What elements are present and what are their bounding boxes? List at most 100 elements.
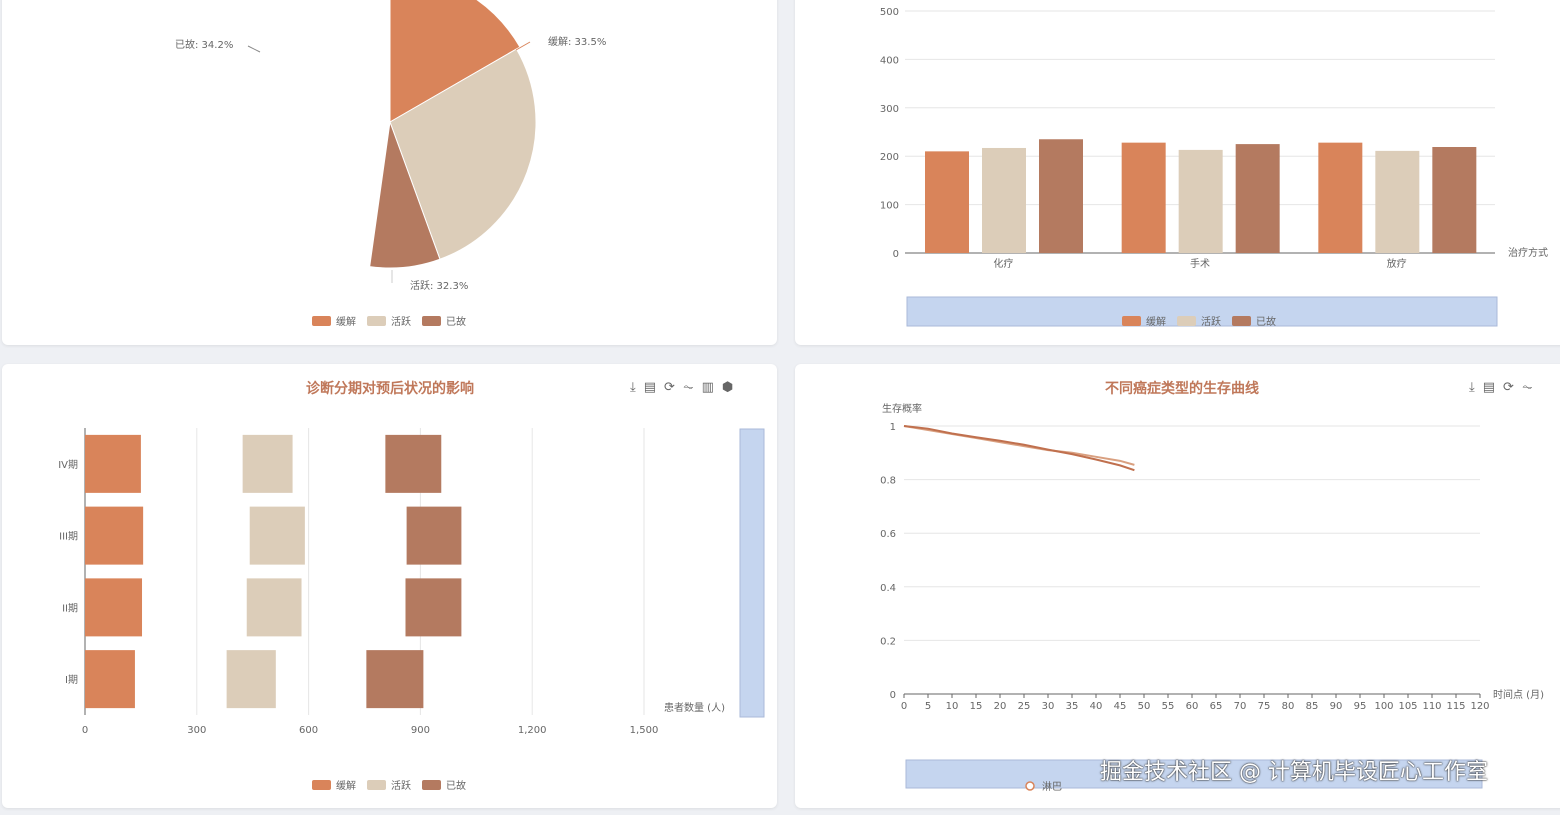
pie-label: 缓解: 33.5% (548, 35, 606, 48)
bar (925, 151, 969, 253)
legend-swatch (1232, 316, 1251, 326)
legend-swatch (312, 780, 331, 790)
x-tick-label: 55 (1162, 701, 1175, 712)
x-axis-name: 患者数量 (人) (664, 701, 725, 714)
legend-item-2[interactable]: 已故 (422, 315, 466, 328)
x-tick-label: 1,500 (630, 725, 659, 736)
legend-swatch (1122, 316, 1141, 326)
label-line (247, 45, 261, 53)
bar (1121, 142, 1166, 253)
line-chart-icon[interactable]: ⏦ (682, 380, 694, 395)
x-tick-label: 900 (411, 725, 430, 736)
legend-swatch (367, 780, 386, 790)
legend-label: 缓解 (336, 315, 356, 328)
legend-label: 活跃 (1201, 316, 1221, 328)
bar (1318, 142, 1363, 253)
bar (1375, 150, 1420, 253)
data-view-icon[interactable]: ▤ (643, 380, 657, 395)
bar (385, 434, 442, 493)
legend-label: 已故 (1256, 315, 1276, 328)
y-tick-label: II期 (62, 602, 78, 614)
bar-chart-icon[interactable]: ▥ (701, 380, 714, 395)
bar (85, 650, 135, 709)
x-axis-name: 治疗方式 (1508, 246, 1548, 259)
bar (1432, 147, 1477, 253)
pie-slice-1 (389, 48, 537, 260)
bar (1178, 149, 1223, 253)
x-tick-label: 10 (946, 701, 959, 712)
x-tick-label: 85 (1306, 701, 1319, 712)
stage-bar-card: 诊断分期对预后状况的影响 0 300 600 900 1,200 1,500 I期 II期 III… (2, 364, 777, 808)
x-tick-label: 110 (1422, 701, 1441, 712)
refresh-icon[interactable]: ⟳ (1503, 380, 1514, 395)
stack-icon[interactable]: ⬢ (721, 380, 734, 395)
bar (406, 506, 462, 565)
y-tick-label: 0.6 (880, 529, 896, 540)
chart-title: 不同癌症类型的生存曲线 (1105, 380, 1259, 397)
label-line (515, 41, 531, 51)
legend-item-0[interactable]: 缓解 (312, 779, 356, 792)
datazoom-slider[interactable] (906, 296, 1498, 327)
bar (85, 578, 143, 637)
x-tick-label: 65 (1210, 701, 1223, 712)
x-tick-label: 80 (1282, 701, 1295, 712)
y-tick-label: 200 (880, 152, 899, 163)
x-tick-label: 1,200 (518, 725, 547, 736)
x-tick-label: 75 (1258, 701, 1271, 712)
watermark: 掘金技术社区 @ 计算机毕设匠心工作室 (1100, 760, 1488, 785)
legend-item-2[interactable]: 已故 (1232, 315, 1276, 328)
x-tick-label: 15 (970, 701, 983, 712)
legend-swatch (367, 316, 386, 326)
x-tick-label: 35 (1066, 701, 1079, 712)
y-axis-name: 生存概率 (882, 402, 922, 415)
x-tick-label: 90 (1330, 701, 1343, 712)
datazoom-slider[interactable] (905, 759, 1483, 789)
line-chart-icon[interactable]: ⏦ (1521, 380, 1533, 395)
bar (249, 506, 305, 565)
x-tick-label: 放疗 (1387, 257, 1407, 270)
x-tick-label: 30 (1042, 701, 1055, 712)
download-icon[interactable]: ⤓ (1469, 380, 1475, 395)
x-tick-label: 100 (1374, 701, 1393, 712)
y-tick-label: 400 (880, 55, 899, 66)
x-tick-label: 5 (925, 701, 931, 712)
bar (405, 578, 462, 637)
legend-item-0[interactable]: 缓解 (312, 315, 356, 328)
y-tick-label: 300 (880, 104, 899, 115)
data-view-icon[interactable]: ▤ (1482, 380, 1496, 395)
x-tick-label: 45 (1114, 701, 1127, 712)
datazoom-slider[interactable] (739, 428, 765, 718)
y-tick-label: 1 (890, 422, 896, 433)
legend-item-1[interactable]: 活跃 (367, 316, 411, 328)
x-tick-label: 600 (299, 725, 318, 736)
download-icon[interactable]: ⤓ (630, 380, 636, 395)
x-tick-label: 0 (82, 725, 88, 736)
legend-label: 淋巴 (1042, 780, 1062, 793)
y-tick-label: 100 (880, 201, 899, 212)
x-tick-label: 50 (1138, 701, 1151, 712)
legend-item-2[interactable]: 已故 (422, 779, 466, 792)
y-tick-label: III期 (59, 531, 78, 543)
legend-item-1[interactable]: 活跃 (367, 780, 411, 792)
legend-item-1[interactable]: 活跃 (1177, 316, 1221, 328)
bar (366, 650, 424, 709)
x-tick-label: 20 (994, 701, 1007, 712)
x-tick-label: 120 (1470, 701, 1489, 712)
x-tick-label: 25 (1018, 701, 1031, 712)
y-tick-label: I期 (65, 674, 78, 686)
legend-item-0[interactable]: 缓解 (1122, 315, 1166, 328)
x-tick-label: 60 (1186, 701, 1199, 712)
legend-label: 缓解 (1146, 315, 1166, 328)
pie-slice-0 (389, 0, 521, 123)
bar (226, 650, 276, 709)
y-tick-label: 0.8 (880, 476, 896, 487)
x-tick-label: 105 (1398, 701, 1417, 712)
pie-slice-2 (369, 121, 441, 269)
chart-title: 诊断分期对预后状况的影响 (306, 380, 474, 397)
refresh-icon[interactable]: ⟳ (664, 380, 675, 395)
bar (1039, 139, 1083, 253)
bar (1235, 144, 1280, 253)
y-tick-label: 0 (893, 249, 899, 260)
y-tick-label: 0.2 (880, 636, 896, 647)
x-tick-label: 手术 (1190, 257, 1210, 270)
